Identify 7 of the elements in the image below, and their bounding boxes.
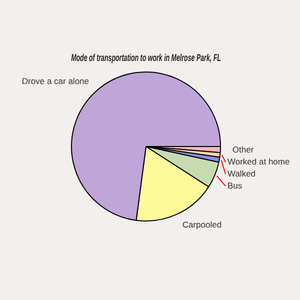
chart-title: Mode of transportation to work in Melrose Park, FL	[71, 51, 221, 64]
slice-label: Other	[232, 144, 254, 154]
slice-label: Worked at home	[228, 156, 290, 166]
slice-label: Drove a car alone	[22, 76, 90, 86]
slice-label: Bus	[228, 180, 242, 190]
slice-label: Carpooled	[182, 219, 222, 230]
slice-label: Walked	[228, 168, 256, 178]
